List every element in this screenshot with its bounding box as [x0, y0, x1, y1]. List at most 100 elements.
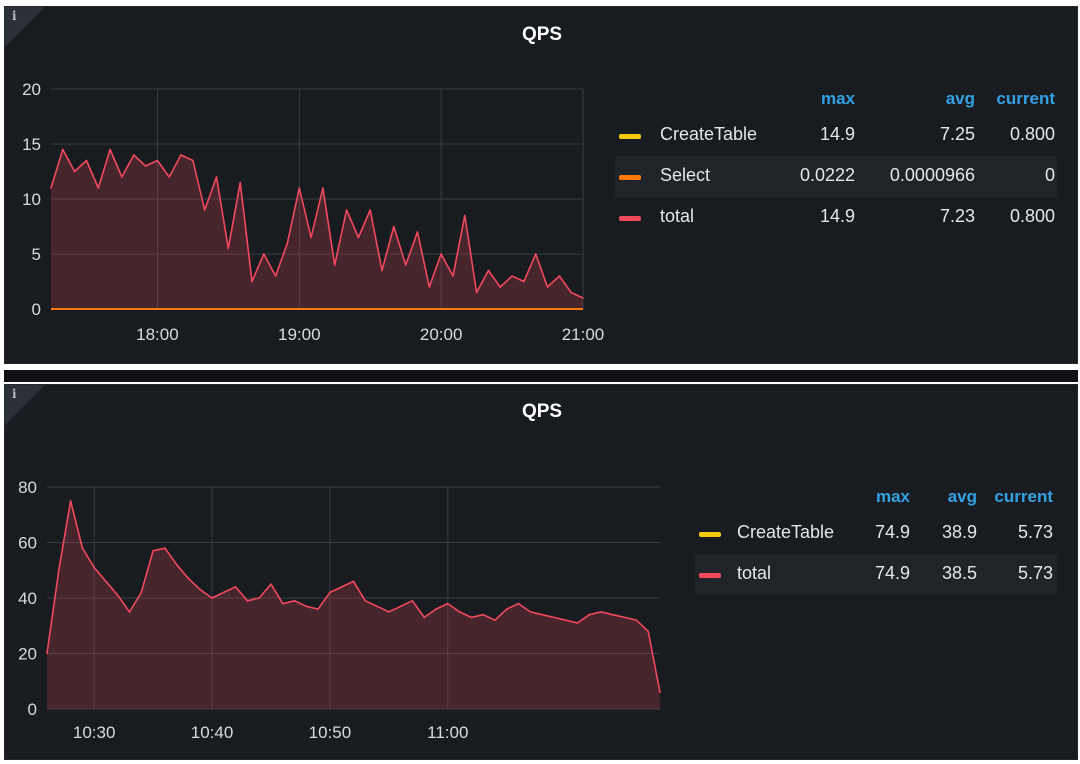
- data-point: [463, 214, 466, 217]
- legend-value-current: 5.73: [1017, 522, 1053, 542]
- data-point: [458, 611, 461, 613]
- data-point: [62, 148, 64, 151]
- info-icon[interactable]: i: [12, 387, 17, 401]
- data-point: [310, 236, 312, 239]
- legend-value-current: 0.800: [1009, 206, 1055, 226]
- legend-header-current[interactable]: current: [996, 89, 1055, 108]
- data-point: [523, 280, 525, 283]
- legend-series-name[interactable]: CreateTable: [660, 124, 758, 144]
- data-point: [647, 630, 650, 633]
- data-point: [623, 616, 626, 619]
- series-area-total: [47, 500, 660, 709]
- data-point: [576, 622, 579, 624]
- legend-swatch: [619, 216, 641, 221]
- data-point: [270, 583, 272, 585]
- legend-row-total[interactable]: total 74.9 38.5 5.73: [695, 554, 1057, 595]
- data-point: [50, 187, 52, 189]
- data-point: [298, 187, 301, 189]
- legend-row-createtable[interactable]: CreateTable 74.9 38.9 5.73: [695, 513, 1057, 554]
- data-point: [534, 253, 537, 255]
- y-tick-label: 80: [18, 478, 37, 497]
- data-point: [612, 613, 614, 616]
- legend-series-name[interactable]: CreateTable: [737, 522, 835, 542]
- x-tick-label: 19:00: [278, 325, 321, 344]
- data-point: [109, 148, 111, 151]
- chart-legend-1: max avg current CreateTable 14.9 7.25 0.800 Sel…: [615, 7, 1057, 307]
- data-point: [152, 550, 154, 552]
- legend-value-current: 0: [1044, 165, 1055, 185]
- legend-header-max[interactable]: max: [820, 89, 855, 108]
- info-icon[interactable]: i: [12, 9, 17, 23]
- x-tick-label: 10:50: [309, 723, 352, 742]
- legend-header-current[interactable]: current: [994, 487, 1053, 506]
- data-point: [180, 154, 182, 156]
- y-tick-label: 20: [22, 80, 41, 99]
- data-point: [600, 611, 602, 613]
- data-point: [175, 563, 178, 566]
- data-point: [423, 616, 426, 619]
- legend-value-current: 0.800: [1009, 124, 1055, 144]
- data-point: [93, 566, 95, 569]
- legend-series-name[interactable]: total: [737, 563, 772, 583]
- x-tick-label: 20:00: [420, 325, 463, 344]
- data-point: [487, 269, 490, 272]
- data-point: [215, 176, 218, 178]
- qps-panel-2: i QPS 0 20 40 60 80 10:30 10:40 10:50 11:00 max a…: [4, 384, 1078, 760]
- x-tick-label: 11:00: [427, 723, 468, 742]
- y-tick-label: 20: [18, 645, 37, 664]
- data-point: [582, 297, 584, 299]
- legend-value-current: 5.73: [1017, 563, 1053, 583]
- data-point: [234, 586, 237, 588]
- data-point: [357, 236, 360, 239]
- data-point: [281, 602, 284, 605]
- data-point: [529, 611, 532, 613]
- legend-value-avg: 7.25: [939, 124, 975, 144]
- data-point: [470, 616, 473, 619]
- legend-header-avg[interactable]: avg: [947, 487, 977, 506]
- panel-title[interactable]: QPS: [521, 24, 563, 45]
- y-tick-label: 0: [32, 300, 41, 319]
- legend-swatch: [619, 134, 641, 139]
- y-tick-label: 5: [32, 245, 41, 264]
- data-point: [293, 599, 296, 602]
- data-point: [499, 286, 502, 288]
- data-point: [369, 209, 372, 211]
- legend-row-total[interactable]: total 14.9 7.23 0.800: [615, 197, 1057, 238]
- legend-swatch: [699, 573, 721, 578]
- legend-header-max[interactable]: max: [875, 487, 910, 506]
- legend-row-select[interactable]: Select 0.0222 0.0000966 0: [615, 156, 1057, 197]
- legend-series-name[interactable]: total: [660, 206, 695, 226]
- data-point: [404, 264, 407, 266]
- panel-info-corner[interactable]: [5, 385, 45, 425]
- legend-header-avg[interactable]: avg: [945, 89, 975, 108]
- y-tick-label: 15: [22, 135, 41, 154]
- legend-value-avg: 7.23: [939, 206, 975, 226]
- data-point: [333, 264, 336, 266]
- data-point: [381, 269, 383, 272]
- data-point: [239, 181, 241, 184]
- y-tick-label: 0: [28, 700, 37, 719]
- data-point: [144, 165, 147, 167]
- data-point: [564, 619, 567, 621]
- data-point: [251, 280, 253, 283]
- panel-info-corner[interactable]: [5, 7, 45, 47]
- data-point: [286, 242, 289, 244]
- legend-swatch: [699, 532, 721, 537]
- data-point: [46, 652, 48, 655]
- legend-row-createtable[interactable]: CreateTable 14.9 7.25 0.800: [615, 115, 1057, 156]
- x-tick-label: 21:00: [562, 325, 605, 344]
- legend-value-max: 14.9: [819, 206, 855, 226]
- series-area-total: [51, 149, 583, 309]
- data-point: [105, 580, 107, 583]
- data-point: [570, 291, 572, 294]
- legend-value-max: 74.9: [874, 522, 910, 542]
- y-tick-label: 10: [22, 190, 41, 209]
- legend-series-name[interactable]: Select: [660, 165, 711, 185]
- data-point: [482, 613, 484, 616]
- x-tick-label: 10:40: [191, 723, 234, 742]
- data-point: [116, 594, 119, 597]
- panel-title[interactable]: QPS: [521, 401, 563, 422]
- data-point: [97, 187, 100, 189]
- data-point: [659, 691, 661, 694]
- qps-chart-1: 0 5 10 15 20 18:00 19:00 20:00 21:00: [22, 80, 605, 344]
